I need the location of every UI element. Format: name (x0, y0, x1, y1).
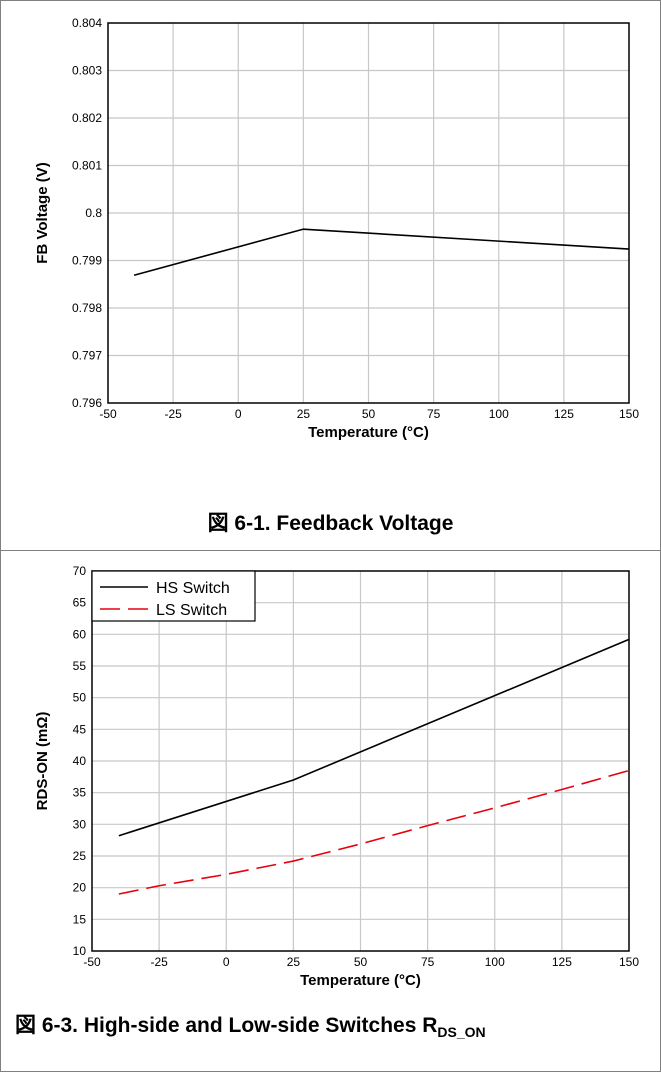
x-axis-label: Temperature (°C) (308, 424, 429, 441)
grid-lines (108, 23, 629, 403)
legend-entry: LS Switch (156, 602, 227, 619)
y-tick-label: 0.797 (72, 349, 102, 363)
y-tick-label: 45 (73, 722, 87, 736)
feedback-voltage-chart: -50 -25 0 25 50 75 100 125 150 0.796 0.797 0.798 0.7… (34, 16, 639, 441)
figure-panel-rds-on: -50 -25 0 25 50 75 100 125 150 10 15 20 25 30 35 40 45 50… (1, 551, 660, 1071)
series-line (118, 638, 630, 837)
y-tick-label: 0.803 (72, 64, 102, 78)
figure-caption-feedback-voltage: 図 6-1. Feedback Voltage (207, 512, 454, 535)
x-tick-label: 125 (554, 407, 574, 421)
y-tick-label: 60 (73, 627, 87, 641)
y-tick-label: 0.801 (72, 159, 102, 173)
x-tick-label: 100 (485, 955, 505, 969)
plot-area-border (107, 22, 630, 404)
y-tick-label: 0.804 (72, 16, 102, 30)
y-tick-label: 50 (73, 691, 87, 705)
y-tick-label: 55 (73, 659, 87, 673)
x-tick-label: 100 (489, 407, 509, 421)
x-tick-label: 25 (287, 955, 301, 969)
legend-box (91, 570, 256, 622)
y-tick-label: 30 (73, 817, 87, 831)
y-tick-label: 0.8 (85, 206, 102, 220)
x-tick-label: 75 (421, 955, 435, 969)
x-tick-label: 50 (354, 955, 368, 969)
legend-entry: HS Switch (156, 580, 230, 597)
y-tick-label: 25 (73, 849, 87, 863)
series-line (118, 769, 630, 895)
x-tick-label: 150 (619, 407, 639, 421)
plot-area-border (91, 570, 630, 952)
x-tick-label: 0 (235, 407, 242, 421)
caption-subscript: DS_ON (437, 1024, 486, 1041)
x-tick-label: -50 (83, 955, 101, 969)
y-tick-label: 70 (73, 564, 87, 578)
x-axis-label: Temperature (°C) (300, 972, 421, 989)
legend: HS Switch LS Switch (91, 570, 256, 622)
figure-panel-feedback-voltage: -50 -25 0 25 50 75 100 125 150 0.796 0.797 0.798 0.7… (1, 1, 660, 551)
x-tick-label: 125 (552, 955, 572, 969)
y-tick-label: 20 (73, 881, 87, 895)
figure-caption-rds-on: 図 6-3. High-side and Low-side Switches R… (1, 1009, 660, 1040)
rds-on-chart: -50 -25 0 25 50 75 100 125 150 10 15 20 25 30 35 40 45 50… (34, 564, 639, 989)
x-tick-label: 0 (223, 955, 230, 969)
x-tick-label: 25 (297, 407, 311, 421)
caption-main-text: 図 6-3. High-side and Low-side Switches R (15, 1014, 438, 1037)
x-tick-label: -50 (99, 407, 117, 421)
y-tick-label: 0.799 (72, 254, 102, 268)
y-tick-label: 40 (73, 754, 87, 768)
y-tick-label: 35 (73, 786, 87, 800)
y-axis-label: FB Voltage (V) (34, 162, 51, 263)
x-tick-label: 75 (427, 407, 441, 421)
y-tick-label: 0.802 (72, 111, 102, 125)
x-tick-label: -25 (150, 955, 168, 969)
y-tick-label: 0.798 (72, 301, 102, 315)
y-tick-label: 15 (73, 912, 87, 926)
y-tick-label: 0.796 (72, 396, 102, 410)
grid-lines (92, 571, 629, 951)
y-axis-label: RDS-ON (mΩ) (34, 712, 51, 811)
x-tick-label: -25 (164, 407, 182, 421)
y-tick-label: 65 (73, 596, 87, 610)
x-tick-label: 50 (362, 407, 376, 421)
y-tick-label: 10 (73, 944, 87, 958)
series-line (133, 228, 630, 276)
x-tick-label: 150 (619, 955, 639, 969)
